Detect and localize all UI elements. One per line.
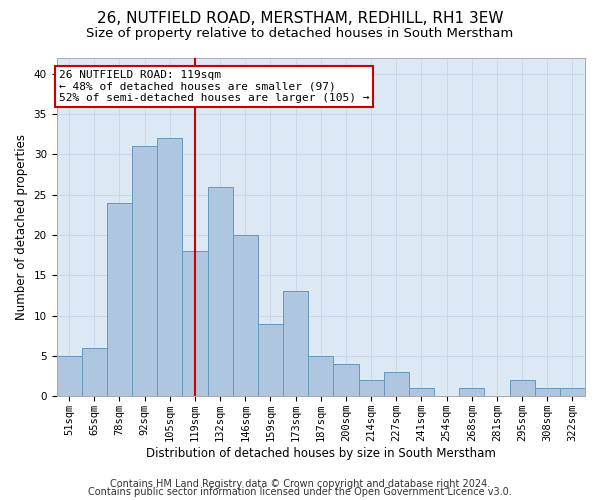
Bar	[132, 146, 157, 397]
Bar	[308, 356, 334, 397]
Bar	[334, 364, 359, 396]
Bar	[535, 388, 560, 396]
X-axis label: Distribution of detached houses by size in South Merstham: Distribution of detached houses by size …	[146, 447, 496, 460]
Bar	[56, 356, 82, 397]
Bar	[560, 388, 585, 396]
Bar	[509, 380, 535, 396]
Bar	[82, 348, 107, 397]
Text: 26, NUTFIELD ROAD, MERSTHAM, REDHILL, RH1 3EW: 26, NUTFIELD ROAD, MERSTHAM, REDHILL, RH…	[97, 11, 503, 26]
Bar	[409, 388, 434, 396]
Text: Size of property relative to detached houses in South Merstham: Size of property relative to detached ho…	[86, 28, 514, 40]
Bar	[208, 186, 233, 396]
Bar	[383, 372, 409, 396]
Bar	[459, 388, 484, 396]
Y-axis label: Number of detached properties: Number of detached properties	[15, 134, 28, 320]
Bar	[359, 380, 383, 396]
Bar	[107, 202, 132, 396]
Bar	[233, 235, 258, 396]
Text: Contains public sector information licensed under the Open Government Licence v3: Contains public sector information licen…	[88, 487, 512, 497]
Text: 26 NUTFIELD ROAD: 119sqm
← 48% of detached houses are smaller (97)
52% of semi-d: 26 NUTFIELD ROAD: 119sqm ← 48% of detach…	[59, 70, 370, 103]
Text: Contains HM Land Registry data © Crown copyright and database right 2024.: Contains HM Land Registry data © Crown c…	[110, 479, 490, 489]
Bar	[157, 138, 182, 396]
Bar	[258, 324, 283, 396]
Bar	[283, 292, 308, 397]
Bar	[182, 251, 208, 396]
